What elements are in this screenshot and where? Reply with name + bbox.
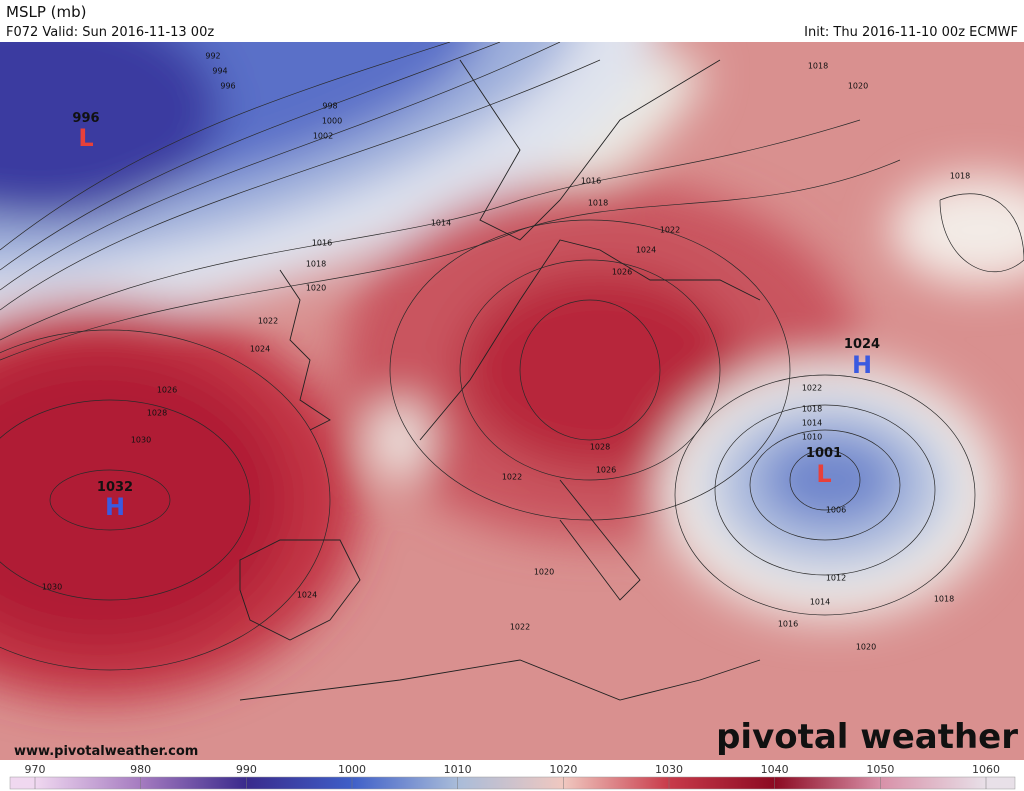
colorbar-tick-label: 1060 <box>972 763 1000 776</box>
contour-label: 1024 <box>250 345 270 354</box>
colorbar <box>9 776 1016 790</box>
colorbar-tick-label: 1030 <box>655 763 683 776</box>
contour-label: 1026 <box>596 466 616 475</box>
contour-label: 1016 <box>778 620 798 629</box>
website: www.pivotalweather.com <box>14 744 198 759</box>
colorbar-tick-label: 1010 <box>444 763 472 776</box>
contour-label: 1014 <box>431 219 451 228</box>
contour-label: 1028 <box>147 409 167 418</box>
colorbar-tick-label: 970 <box>25 763 46 776</box>
pressure-centers: 996 L 1032 H 1024 H 1001 L <box>72 111 880 521</box>
contour-label: 1012 <box>826 574 846 583</box>
contour-label: 1028 <box>590 443 610 452</box>
contour-label: 1006 <box>826 506 846 515</box>
colorbar-tick-label: 990 <box>236 763 257 776</box>
colorbar-tick-label: 1050 <box>866 763 894 776</box>
logo: pivotal weather <box>716 717 1018 757</box>
colorbar-tick-label: 1020 <box>549 763 577 776</box>
contour-label: 1022 <box>502 473 522 482</box>
contour-label: 1020 <box>856 643 876 652</box>
contour-label: 1030 <box>42 583 62 592</box>
contour-label: 1018 <box>802 405 822 414</box>
contour-label: 1020 <box>848 82 868 91</box>
contour-label: 1022 <box>802 384 822 393</box>
center-value: 1032 <box>97 480 133 495</box>
contour-label: 996 <box>220 82 235 91</box>
center-symbol: H <box>105 493 125 521</box>
contour-label: 1022 <box>660 226 680 235</box>
contour-label: 1026 <box>612 268 632 277</box>
contour-label: 1018 <box>934 595 954 604</box>
center-value: 996 <box>72 111 99 126</box>
contour-label: 1016 <box>312 239 332 248</box>
contour-label: 1030 <box>131 436 151 445</box>
contour-label: 1018 <box>808 62 828 71</box>
init-time: Init: Thu 2016-11-10 00z ECMWF <box>804 25 1018 40</box>
contour-label: 1016 <box>581 177 601 186</box>
contour-label: 1010 <box>802 433 822 442</box>
contour-label: 1026 <box>157 386 177 395</box>
contour-label: 1014 <box>810 598 830 607</box>
contour-labels: 992 994 996 998 1000 1002 1014 1016 1018… <box>42 52 970 652</box>
valid-time: F072 Valid: Sun 2016-11-13 00z <box>6 25 214 40</box>
contour-label: 998 <box>322 102 337 111</box>
contour-label: 1022 <box>258 317 278 326</box>
colorbar-tick-label: 1000 <box>338 763 366 776</box>
center-value: 1001 <box>806 446 842 461</box>
colorbar-tick-label: 980 <box>130 763 151 776</box>
contour-label: 1018 <box>950 172 970 181</box>
contour-label: 1014 <box>802 419 822 428</box>
isobars <box>0 42 1024 671</box>
contour-label: 1018 <box>306 260 326 269</box>
map <box>0 42 1024 760</box>
contour-label: 1000 <box>322 117 342 126</box>
center-symbol: L <box>816 460 831 488</box>
colorbar-tick-label: 1040 <box>761 763 789 776</box>
contour-label: 1022 <box>510 623 530 632</box>
colorbar-ticks: 970 980 990 1000 1010 1020 1030 1040 1050 1060 <box>25 763 1000 789</box>
contour-label: 992 <box>205 52 220 61</box>
contour-label: 1002 <box>313 132 333 141</box>
center-symbol: L <box>78 124 93 152</box>
center-symbol: H <box>852 351 872 379</box>
contour-label: 994 <box>212 67 227 76</box>
contour-label: 1020 <box>534 568 554 577</box>
contour-label: 1018 <box>588 199 608 208</box>
center-value: 1024 <box>844 337 880 352</box>
coastlines <box>239 59 761 701</box>
contour-label: 1020 <box>306 284 326 293</box>
contour-label: 1024 <box>297 591 317 600</box>
title: MSLP (mb) <box>6 3 86 21</box>
contour-label: 1024 <box>636 246 656 255</box>
